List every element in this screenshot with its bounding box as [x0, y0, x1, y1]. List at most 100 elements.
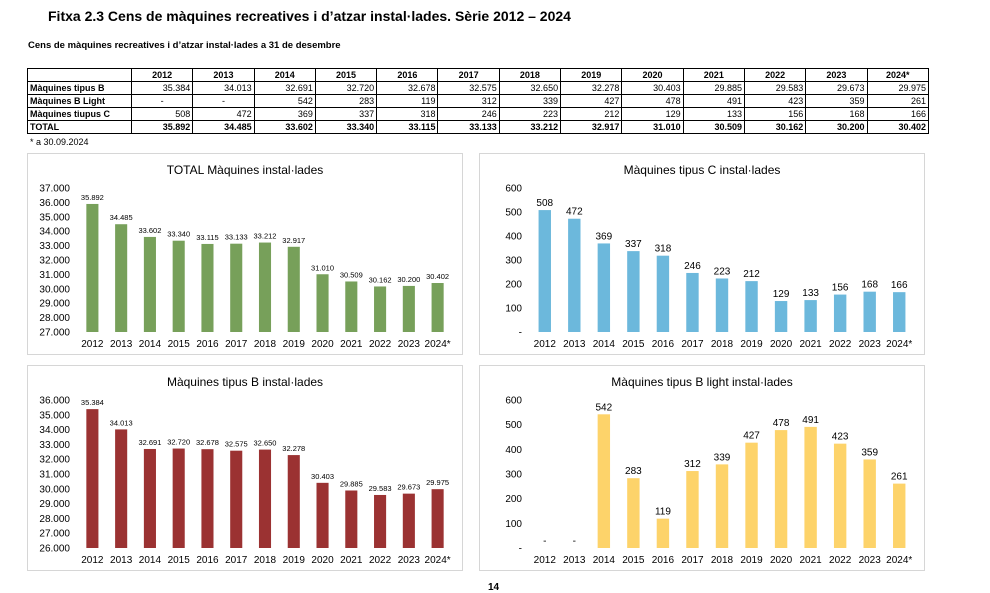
- data-label: 491: [802, 415, 819, 426]
- x-tick-label: 2013: [563, 339, 586, 350]
- table-year-header: 2019: [560, 68, 623, 82]
- bar: [402, 285, 415, 332]
- table-cell: 472: [192, 107, 255, 121]
- bar: [893, 483, 906, 548]
- table-row: TOTAL 35.892 34.485 33.602 33.340 33.115 33.13…: [27, 120, 930, 134]
- x-tick-label: 2018: [254, 555, 277, 566]
- table-cell: 34.013: [192, 81, 255, 95]
- bar: [656, 518, 670, 548]
- bar: [863, 291, 876, 332]
- x-tick-label: 2021: [340, 339, 363, 350]
- table-year-header: 2012: [130, 68, 194, 82]
- bar: [863, 459, 876, 548]
- bar: [374, 286, 387, 332]
- x-tick-label: 2022: [369, 555, 392, 566]
- x-tick-label: 2016: [196, 339, 219, 350]
- table-cell: 33.115: [376, 120, 439, 134]
- x-tick-label: 2015: [622, 555, 645, 566]
- x-tick-label: 2024*: [886, 339, 912, 350]
- bar: [287, 246, 300, 332]
- bar: [431, 489, 444, 548]
- bar: [115, 224, 128, 332]
- data-label: 32.278: [282, 444, 305, 453]
- table-year-header: 2016: [376, 68, 439, 82]
- table-cell: 312: [437, 94, 500, 108]
- table-year-header: 2014: [253, 68, 316, 82]
- x-tick-label: 2019: [740, 339, 763, 350]
- table-cell: 427: [560, 94, 623, 108]
- table-cell: 33.212: [498, 120, 562, 134]
- bar: [686, 272, 699, 332]
- table-cell: 261: [866, 94, 930, 108]
- bar: [258, 242, 272, 332]
- table-cell: 542: [253, 94, 316, 108]
- table-cell: 246: [437, 107, 500, 121]
- footnote: * a 30.09.2024: [30, 137, 89, 147]
- table-cell: 478: [621, 94, 684, 108]
- x-tick-label: 2023: [398, 555, 421, 566]
- bar: [568, 218, 581, 332]
- x-tick-label: 2020: [770, 555, 793, 566]
- table-cell: 32.720: [314, 81, 378, 95]
- x-tick-label: 2015: [168, 555, 191, 566]
- table-cell: 32.691: [253, 81, 316, 95]
- bar: [774, 430, 788, 548]
- table-year-header: 2022: [743, 68, 807, 82]
- x-tick-label: 2016: [196, 555, 219, 566]
- bar: [143, 236, 156, 332]
- x-tick-label: 2016: [652, 555, 675, 566]
- y-tick-label: 600: [505, 396, 522, 407]
- data-label: 30.402: [426, 272, 449, 281]
- data-label: 34.485: [110, 213, 133, 222]
- table-cell: 30.200: [805, 120, 868, 134]
- bar: [316, 482, 329, 548]
- table-cell: 33.602: [253, 120, 316, 134]
- chart-tipus-c-panel: Màquines tipus C instal·lades - 100 200 300 4…: [479, 153, 925, 355]
- y-tick-label: 31.000: [39, 470, 70, 481]
- data-label: 29.673: [397, 483, 420, 492]
- bar: [374, 494, 387, 548]
- data-label: 129: [773, 289, 790, 300]
- chart-title: TOTAL Màquines instal·lades: [167, 163, 324, 177]
- table-cell: 156: [743, 107, 807, 121]
- table-cell: 119: [376, 94, 439, 108]
- chart-title: Màquines tipus B light instal·lades: [611, 375, 792, 389]
- table-cell: 491: [682, 94, 745, 108]
- bar: [804, 426, 817, 548]
- page-title: Fitxa 2.3 Cens de màquines recreatives i…: [48, 8, 571, 24]
- x-tick-label: 2013: [563, 555, 586, 566]
- table-cell: 423: [743, 94, 807, 108]
- x-tick-label: 2022: [829, 339, 852, 350]
- x-tick-label: 2017: [225, 555, 248, 566]
- table-cell: 168: [805, 107, 868, 121]
- data-label: 30.162: [369, 275, 392, 284]
- data-label: 246: [684, 261, 701, 272]
- y-tick-label: 500: [505, 420, 522, 431]
- data-label: 32.691: [138, 438, 161, 447]
- table-cell: 30.162: [743, 120, 807, 134]
- table-cell: 30.509: [682, 120, 745, 134]
- data-label: 32.917: [282, 236, 305, 245]
- table-cell: 32.678: [376, 81, 439, 95]
- bar: [86, 203, 99, 332]
- y-tick-label: 33.000: [39, 241, 70, 252]
- y-tick-label: 200: [505, 494, 522, 505]
- data-label: -: [573, 536, 576, 547]
- chart-title: Màquines tipus C instal·lades: [624, 163, 781, 177]
- bar: [538, 210, 551, 332]
- data-label: 427: [743, 431, 760, 442]
- table-header-row: 2012 2013 2014 2015 2016 2017 2018 2019 2020 2021…: [27, 68, 930, 82]
- x-tick-label: 2024*: [425, 339, 451, 350]
- table-row: Màquines tipus B 35.384 34.013 32.691 32.720…: [27, 81, 930, 95]
- bar: [686, 471, 699, 548]
- bar: [597, 243, 611, 332]
- table-year-header: 2018: [498, 68, 562, 82]
- data-label: 337: [625, 239, 642, 250]
- bar: [627, 478, 640, 548]
- table-year-header: 2013: [192, 68, 255, 82]
- data-label: 283: [625, 466, 642, 477]
- y-tick-label: 35.000: [39, 212, 70, 223]
- y-tick-label: 36.000: [39, 396, 70, 407]
- table-cell: 32.575: [437, 81, 500, 95]
- bar: [833, 294, 847, 332]
